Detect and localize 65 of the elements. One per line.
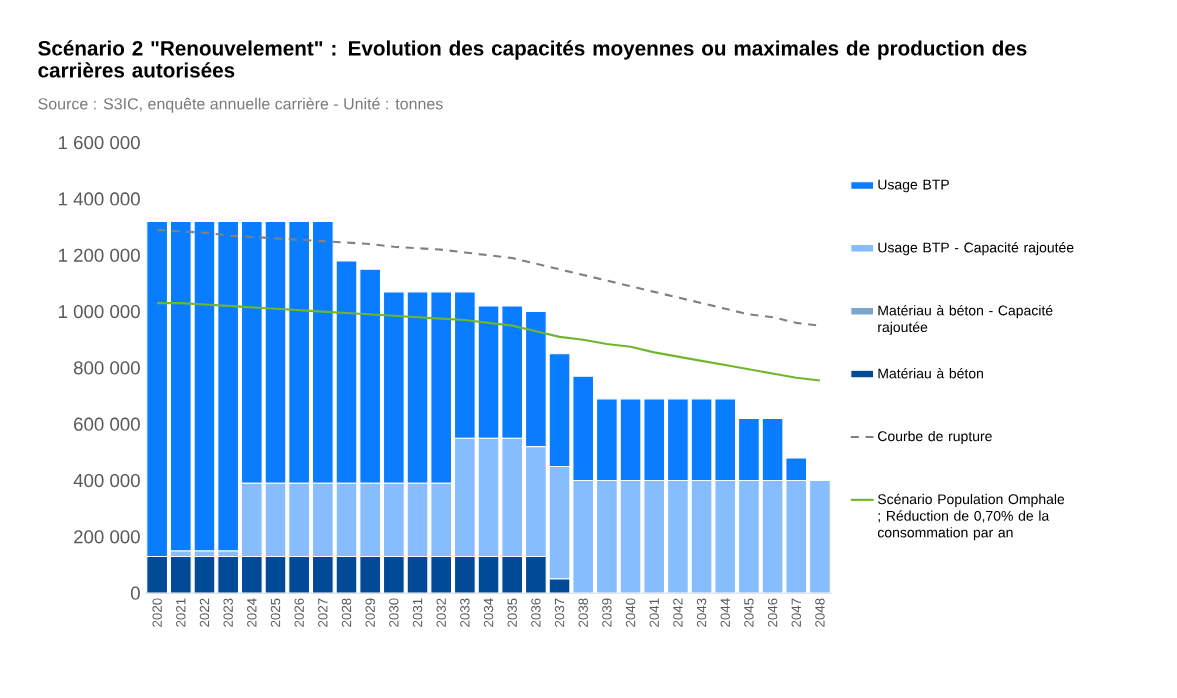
y-tick-label: 1 000 000 xyxy=(58,304,140,318)
x-tick-label: 2022 xyxy=(199,598,210,627)
chart-title: Scénario 2 "Renouvelement" : Evolution des capacités moyennes ou maximales de production des carrières autorisées xyxy=(38,40,1027,78)
x-tick-label: 2038 xyxy=(578,598,588,627)
y-tick-label: 600 000 xyxy=(74,417,140,431)
y-tick-label: 1 400 000 xyxy=(58,192,140,206)
y-tick-label: 0 xyxy=(130,586,140,600)
chart-subtitle: Source : S3IC, enquête annuelle carrière - Unité : tonnes xyxy=(38,97,443,113)
x-tick-label: 2021 xyxy=(176,598,186,627)
x-tick-label: 2027 xyxy=(318,598,328,627)
bar xyxy=(382,555,405,593)
x-tick-label: 2023 xyxy=(223,598,233,627)
x-tick-label: 2043 xyxy=(696,598,707,627)
x-tick-label: 2026 xyxy=(294,598,304,627)
bar xyxy=(809,479,831,593)
bar xyxy=(217,220,240,552)
bar xyxy=(501,555,524,593)
bar xyxy=(146,555,169,593)
bar xyxy=(430,555,453,593)
legend-label: Scénario Population Omphale ; Réduction de 0,70% de la consommation par an xyxy=(877,493,1065,541)
x-tick-label: 2029 xyxy=(365,598,375,627)
x-tick-label: 2032 xyxy=(436,598,446,627)
x-tick-label: 2028 xyxy=(341,598,352,627)
x-tick-label: 2047 xyxy=(791,598,801,627)
x-tick-label: 2046 xyxy=(767,598,778,627)
legend-label: Matériau à béton xyxy=(878,367,983,379)
x-tick-label: 2037 xyxy=(554,598,565,627)
bar xyxy=(169,555,192,593)
bar xyxy=(525,555,547,593)
legend-label: Matériau à béton - Capacité rajoutée xyxy=(878,304,1053,335)
x-tick-label: 2025 xyxy=(270,598,281,627)
x-tick-label: 2040 xyxy=(625,598,636,627)
y-tick-label: 800 000 xyxy=(73,361,140,375)
x-tick-label: 2020 xyxy=(152,598,162,627)
x-tick-label: 2034 xyxy=(483,598,494,627)
x-tick-label: 2036 xyxy=(531,598,541,627)
x-tick-label: 2035 xyxy=(507,598,517,627)
x-tick-label: 2030 xyxy=(389,598,399,627)
bar xyxy=(406,555,429,593)
x-tick-label: 2024 xyxy=(247,598,257,627)
x-tick-label: 2044 xyxy=(720,598,730,627)
bar xyxy=(193,555,216,593)
x-tick-label: 2045 xyxy=(744,598,754,627)
legend-label: Courbe de rupture xyxy=(878,430,992,444)
bar xyxy=(217,555,240,593)
x-tick-label: 2033 xyxy=(460,598,470,627)
x-tick-label: 2048 xyxy=(815,598,825,627)
x-tick-label: 2042 xyxy=(673,598,683,627)
y-tick-label: 400 000 xyxy=(73,473,140,487)
legend-label: Usage BTP xyxy=(878,179,949,193)
bar xyxy=(240,555,263,593)
bar xyxy=(264,555,287,593)
bar xyxy=(477,555,500,593)
bar xyxy=(311,555,334,593)
bar xyxy=(359,555,382,593)
x-tick-label: 2041 xyxy=(649,598,659,627)
x-tick-label: 2039 xyxy=(602,598,612,627)
bar xyxy=(335,555,358,593)
legend-label: Usage BTP - Capacité rajoutée xyxy=(878,241,1074,256)
y-tick-label: 1 600 000 xyxy=(58,135,140,150)
bar xyxy=(288,555,311,593)
y-tick-label: 1 200 000 xyxy=(58,248,140,262)
y-tick-label: 200 000 xyxy=(74,529,140,544)
x-tick-label: 2031 xyxy=(412,598,423,627)
bar xyxy=(453,555,476,593)
